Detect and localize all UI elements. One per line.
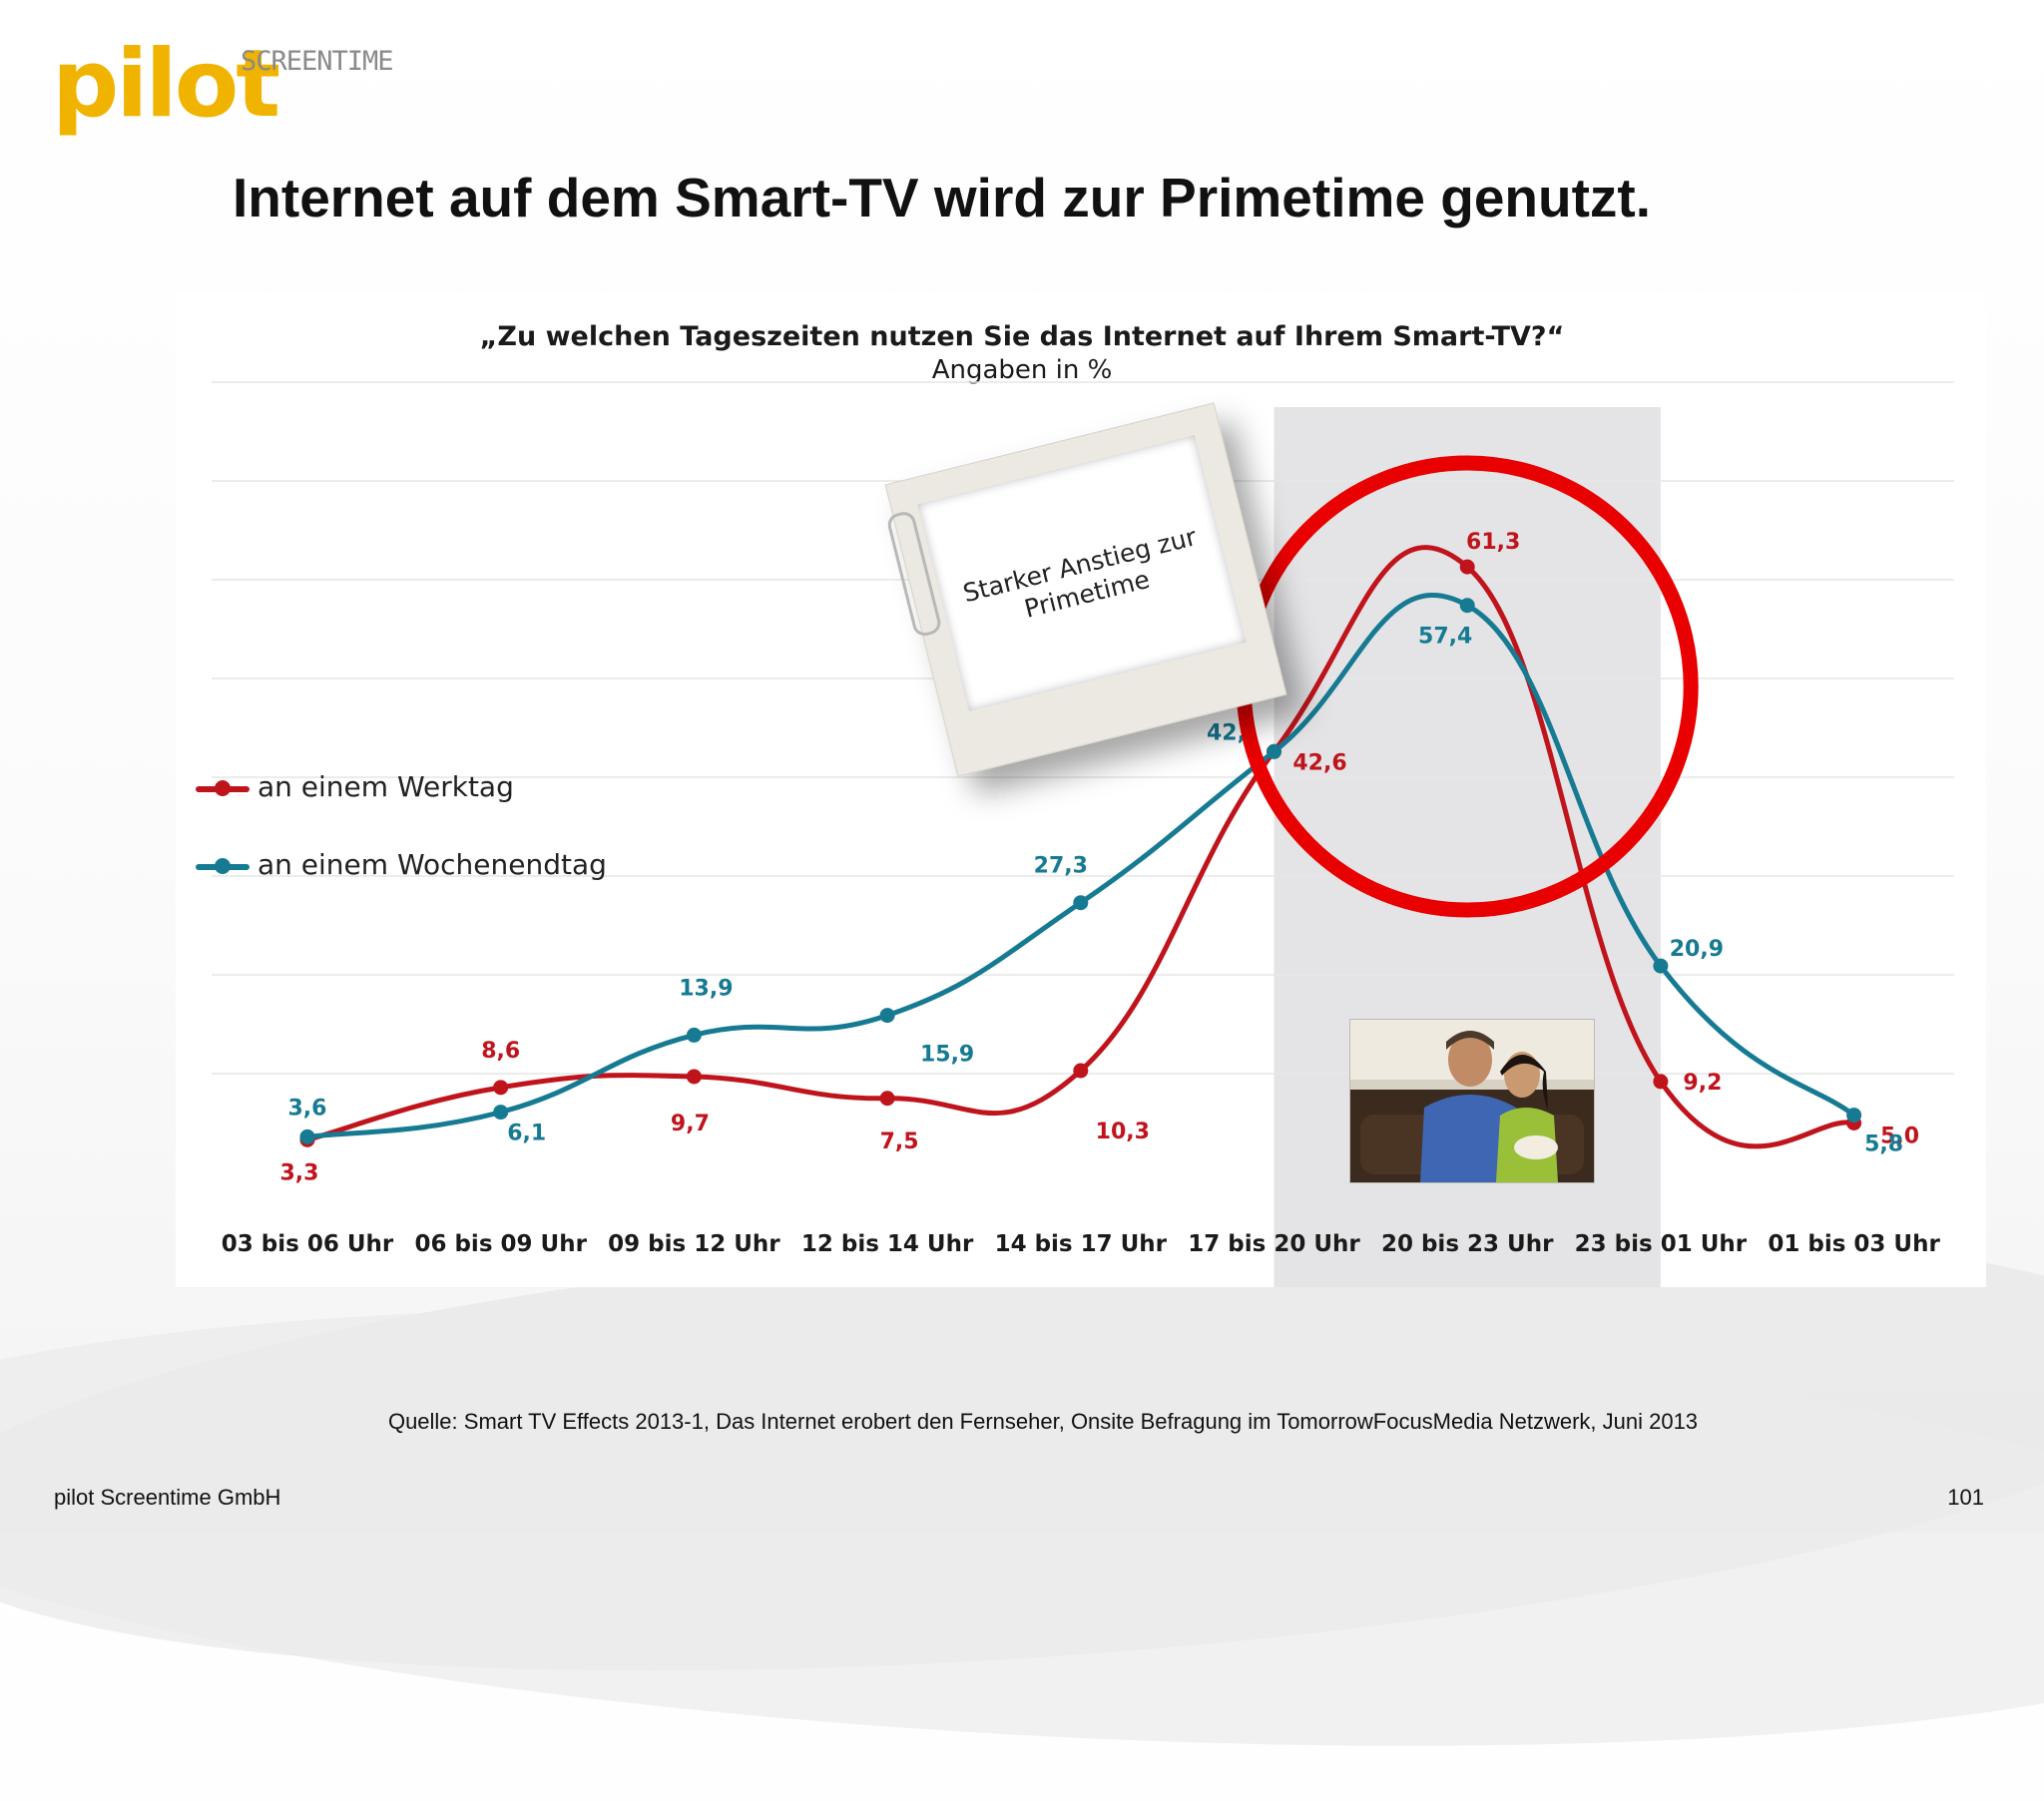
series-line-werktag (304, 545, 1857, 1149)
data-labels: 3,3 8,6 9,7 7,5 10,3 42,6 61,3 9,2 5,0 3,6 6,1 13,9… (280, 530, 1920, 1185)
data-point (879, 1008, 895, 1024)
data-label: 20,9 (1670, 937, 1724, 962)
chart-subtitle: Angaben in % (931, 355, 1113, 385)
data-point (1073, 895, 1089, 911)
data-label: 7,5 (880, 1129, 919, 1154)
note-paper: Starker Anstieg zur Primetime (917, 435, 1247, 711)
page-number: 101 (1947, 1485, 1984, 1510)
data-point (686, 1069, 702, 1085)
data-point (879, 1091, 895, 1107)
x-tick-label: 23 bis 01 Uhr (1575, 1231, 1748, 1257)
footer-company: pilot Screentime GmbH (54, 1485, 281, 1510)
data-label: 5,0 (1880, 1125, 1919, 1149)
x-axis-ticks: 03 bis 06 Uhr 06 bis 09 Uhr 09 bis 12 Uhr 1… (222, 1231, 1941, 1257)
series-lines (304, 545, 1857, 1149)
data-point (686, 1027, 702, 1043)
data-point (493, 1105, 509, 1121)
source-note: Quelle: Smart TV Effects 2013-1, Das Int… (387, 1409, 1699, 1434)
data-point (493, 1080, 509, 1096)
data-label: 3,3 (280, 1160, 319, 1185)
data-point (1267, 743, 1281, 759)
chart-title: „Zu welchen Tageszeiten nutzen Sie das I… (479, 321, 1565, 352)
data-point (1459, 559, 1475, 575)
data-label: 8,6 (481, 1039, 520, 1064)
data-point (1653, 958, 1669, 974)
data-point (299, 1128, 315, 1144)
data-label: 57,4 (1418, 625, 1472, 650)
data-label: 15,9 (920, 1043, 974, 1068)
x-tick-label: 09 bis 12 Uhr (608, 1231, 780, 1257)
x-tick-label: 12 bis 14 Uhr (801, 1231, 974, 1257)
data-point (1073, 1063, 1089, 1079)
logo-sub-text: SCREENTIME (241, 46, 394, 77)
data-label: 42,6 (1292, 750, 1346, 775)
note-text: Starker Anstieg zur Primetime (960, 522, 1200, 624)
data-label: 10,3 (1096, 1120, 1150, 1144)
data-label: 42, (1207, 720, 1246, 745)
couple-illustration (1350, 1020, 1594, 1182)
data-label: 27,3 (1034, 854, 1088, 879)
legend-label: an einem Wochenendtag (257, 848, 607, 881)
x-tick-label: 03 bis 06 Uhr (222, 1231, 394, 1257)
data-point (1846, 1108, 1862, 1124)
legend-label: an einem Werktag (257, 770, 514, 803)
x-tick-label: 14 bis 17 Uhr (995, 1231, 1168, 1257)
data-label: 6,1 (507, 1122, 546, 1146)
data-label: 9,7 (671, 1112, 710, 1136)
legend-swatch-werktag (196, 780, 250, 796)
x-tick-label: 06 bis 09 Uhr (414, 1231, 587, 1257)
data-label: 5,8 (1864, 1132, 1903, 1157)
legend-swatch-wochenende (196, 858, 250, 874)
data-point (1653, 1074, 1669, 1090)
series-points (299, 559, 1862, 1147)
series-line-wochenende (304, 593, 1857, 1139)
logo-main-text: pilot (52, 30, 280, 139)
data-label: 9,2 (1683, 1071, 1722, 1096)
line-chart: 3,3 8,6 9,7 7,5 10,3 42,6 61,3 9,2 5,0 3,6 6,1 13,9… (212, 381, 1954, 1287)
x-tick-label: 20 bis 23 Uhr (1381, 1231, 1554, 1257)
pilot-logo: pilot SCREENTIME (52, 30, 394, 148)
data-label: 3,6 (288, 1096, 327, 1121)
data-point (1459, 598, 1475, 614)
page-title: Internet auf dem Smart-TV wird zur Prime… (233, 167, 1652, 228)
data-label: 61,3 (1466, 530, 1520, 555)
x-tick-label: 01 bis 03 Uhr (1768, 1231, 1940, 1257)
data-label: 13,9 (679, 976, 733, 1001)
x-tick-label: 17 bis 20 Uhr (1188, 1231, 1360, 1257)
couple-watching-tv-photo (1349, 1019, 1595, 1183)
